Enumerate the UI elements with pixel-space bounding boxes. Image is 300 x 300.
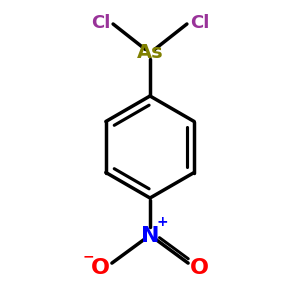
Text: N: N xyxy=(141,226,159,245)
Text: +: + xyxy=(156,215,168,229)
Text: O: O xyxy=(190,259,209,278)
Text: O: O xyxy=(91,259,110,278)
Text: Cl: Cl xyxy=(190,14,209,32)
Text: Cl: Cl xyxy=(91,14,110,32)
Text: −: − xyxy=(83,249,94,263)
Text: As: As xyxy=(137,43,163,62)
